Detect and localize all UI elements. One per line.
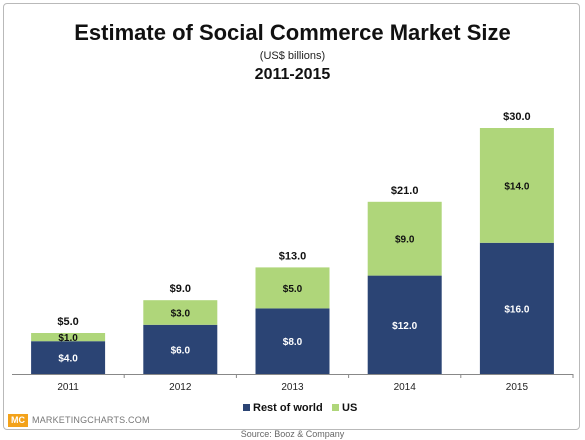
bar-us-2015 bbox=[479, 128, 554, 243]
bar-rest-of-world-2013 bbox=[255, 308, 330, 374]
chart-subtitle: (US$ billions) bbox=[259, 50, 326, 62]
data-label-us-2014: $9.0 bbox=[395, 235, 415, 246]
total-label-2013: $13.0 bbox=[279, 250, 307, 262]
chart-title: Estimate of Social Commerce Market Size bbox=[74, 20, 511, 45]
data-label-us-2015: $14.0 bbox=[504, 181, 529, 192]
bar-us-2012 bbox=[143, 300, 218, 325]
bar-us-2011 bbox=[31, 333, 106, 342]
legend-label-us: US bbox=[342, 402, 357, 414]
x-tick-label-2011: 2011 bbox=[57, 382, 79, 393]
chart-frame bbox=[3, 3, 580, 430]
total-label-2015: $30.0 bbox=[503, 111, 531, 123]
data-label-rest-of-world-2011: $4.0 bbox=[58, 354, 78, 365]
bar-rest-of-world-2011 bbox=[31, 341, 106, 374]
data-label-us-2011: $1.0 bbox=[58, 333, 78, 344]
brand: MC MARKETINGCHARTS.COM bbox=[8, 413, 150, 427]
marketingcharts-logo: MC bbox=[8, 413, 28, 427]
data-label-rest-of-world-2015: $16.0 bbox=[504, 304, 529, 315]
total-label-2014: $21.0 bbox=[391, 185, 419, 197]
x-tick-label-2014: 2014 bbox=[394, 382, 417, 393]
bar-rest-of-world-2012 bbox=[143, 324, 218, 374]
total-label-2011: $5.0 bbox=[57, 316, 78, 328]
bar-us-2013 bbox=[255, 267, 330, 309]
bar-us-2014 bbox=[367, 201, 442, 276]
brand-text: MARKETINGCHARTS.COM bbox=[32, 415, 150, 425]
legend-label-rest-of-world: Rest of world bbox=[253, 402, 323, 414]
legend-swatch-us bbox=[332, 404, 339, 411]
x-tick-label-2012: 2012 bbox=[169, 382, 192, 393]
data-label-rest-of-world-2014: $12.0 bbox=[392, 321, 417, 332]
data-label-us-2013: $5.0 bbox=[283, 284, 303, 295]
data-label-rest-of-world-2012: $6.0 bbox=[171, 345, 191, 356]
bar-rest-of-world-2015 bbox=[479, 242, 554, 374]
x-tick-label-2015: 2015 bbox=[506, 382, 529, 393]
legend-swatch-rest-of-world bbox=[243, 404, 250, 411]
chart-period: 2011-2015 bbox=[254, 66, 331, 83]
data-label-us-2012: $3.0 bbox=[171, 309, 191, 320]
data-label-rest-of-world-2013: $8.0 bbox=[283, 337, 303, 348]
x-tick-label-2013: 2013 bbox=[281, 382, 304, 393]
source-note: Source: Booz & Company bbox=[240, 429, 345, 439]
total-label-2012: $9.0 bbox=[170, 283, 191, 295]
bar-rest-of-world-2014 bbox=[367, 275, 442, 374]
